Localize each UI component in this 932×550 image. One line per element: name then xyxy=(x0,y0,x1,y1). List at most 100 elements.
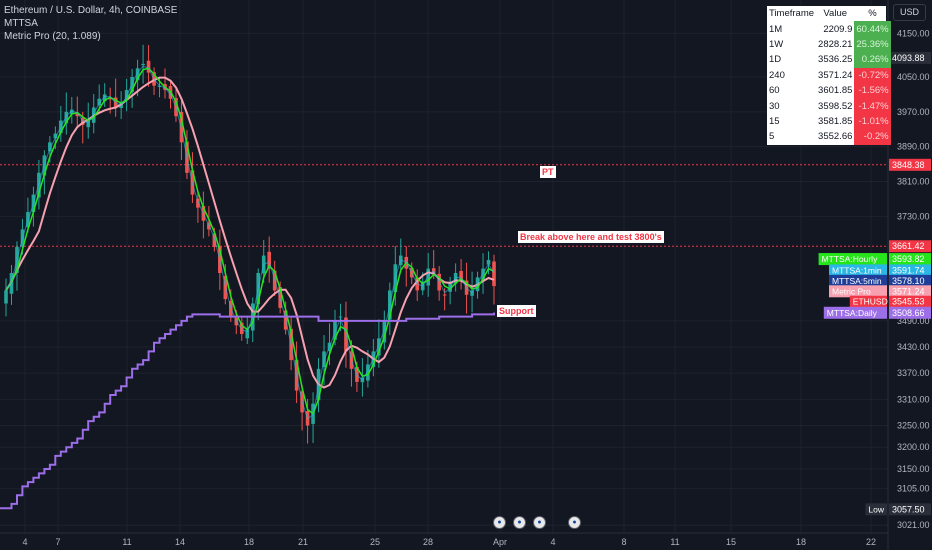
x-tick-label: 4 xyxy=(22,537,27,547)
price-label-value: 3571.24 xyxy=(892,286,925,296)
price-label-box xyxy=(889,253,931,266)
candle-body xyxy=(48,142,52,152)
y-tick-label: 3105.00 xyxy=(897,484,930,494)
x-tick-label: 28 xyxy=(423,537,433,547)
candle-body xyxy=(426,268,431,286)
candle-body xyxy=(338,316,343,318)
symbol-title[interactable]: Ethereum / U.S. Dollar, 4h, COINBASE xyxy=(4,5,178,16)
price-label-tag xyxy=(823,306,887,319)
table-row: 30 3598.52 -1.47% xyxy=(767,98,891,114)
percent-cell: -0.2% xyxy=(854,129,891,145)
price-label-box xyxy=(889,240,931,253)
value-cell: 3571.24 xyxy=(818,69,853,81)
x-tick-label: 21 xyxy=(298,537,308,547)
x-tick-label: 7 xyxy=(55,537,60,547)
candle-body xyxy=(212,233,217,247)
table-row: 1W 2828.21 25.36% xyxy=(767,36,891,53)
annotation-pt[interactable]: PT xyxy=(540,166,556,178)
timeframe-cell: 240 xyxy=(769,69,785,81)
candle-body xyxy=(267,251,271,269)
mttsa-1min-line xyxy=(5,65,495,420)
value-cell: 3581.85 xyxy=(818,115,853,127)
us-event-flag-icon[interactable]: ● xyxy=(513,516,526,529)
y-tick-label: 3310.00 xyxy=(897,394,930,404)
y-tick-label: 3810.00 xyxy=(897,177,930,187)
candle-body xyxy=(53,133,58,139)
value-cell: 3552.66 xyxy=(818,131,853,143)
annotation-support[interactable]: Support xyxy=(497,305,536,317)
value-cell: 2209.9 xyxy=(823,23,853,35)
y-tick-label: 3890.00 xyxy=(897,142,930,152)
price-label-box xyxy=(889,306,931,319)
percent-cell: -0.72% xyxy=(854,67,891,83)
price-label-value: 3848.38 xyxy=(892,160,925,170)
price-label-value: 3591.74 xyxy=(892,265,925,275)
price-label-box xyxy=(889,264,931,277)
price-label-tag xyxy=(865,503,887,516)
y-tick-label: 3250.00 xyxy=(897,420,930,430)
price-label-box xyxy=(889,274,931,287)
candle-body xyxy=(481,268,485,281)
price-label-value: 3593.82 xyxy=(892,254,925,264)
table-row: 1D 3536.25 0.26% xyxy=(767,52,891,68)
table-row: 15 3581.85 -1.01% xyxy=(767,113,891,130)
currency-button[interactable]: USD xyxy=(893,4,926,21)
candle-body xyxy=(333,320,337,340)
price-label-value: 3578.10 xyxy=(892,276,925,286)
y-tick-label: 3430.00 xyxy=(897,342,930,352)
timeframe-cell: 15 xyxy=(769,115,780,127)
percent-cell: 25.36% xyxy=(854,36,891,53)
y-tick-label: 3490.00 xyxy=(897,316,930,326)
x-tick-label: 14 xyxy=(175,537,185,547)
timeframe-cell: 60 xyxy=(769,85,780,97)
price-label-box xyxy=(889,285,931,298)
value-cell: 3536.25 xyxy=(818,54,853,66)
price-label-name: MTTSA:1min xyxy=(832,265,882,275)
price-label-box xyxy=(889,295,931,308)
indicator-metric-pro-label[interactable]: Metric Pro (20, 1.089) xyxy=(4,31,101,42)
price-axis[interactable]: 4150.00 4050.00 3970.00 3890.00 3810.00 3730.… xyxy=(897,28,930,530)
y-tick-label: 3730.00 xyxy=(897,211,930,221)
percent-cell: 60.44% xyxy=(854,21,891,37)
candle-body xyxy=(442,294,447,296)
candle-body xyxy=(448,281,452,292)
price-label-name: MTTSA:Daily xyxy=(827,308,878,318)
x-tick-label: 18 xyxy=(796,537,806,547)
timeframe-cell: 1D xyxy=(769,54,782,66)
price-label-tag xyxy=(829,285,887,298)
candle-body xyxy=(366,364,370,381)
x-tick-label: 8 xyxy=(621,537,626,547)
percent-cell: -1.56% xyxy=(854,82,891,99)
time-axis[interactable]: 4 7 11 14 18 21 25 28 Apr 4 8 11 15 18 22 xyxy=(22,537,876,547)
price-label-value: 3508.66 xyxy=(892,308,925,318)
x-tick-label: 18 xyxy=(244,537,254,547)
y-tick-label: 3021.00 xyxy=(897,520,930,530)
us-event-flag-icon[interactable]: ● xyxy=(568,516,581,529)
price-label-value: 4093.88 xyxy=(892,53,925,63)
candle-body xyxy=(157,85,162,87)
y-tick-label: 3370.00 xyxy=(897,368,930,378)
price-labels: 4093.88High3848.383661.423593.82MTTSA:Ho… xyxy=(818,51,931,516)
candle-body xyxy=(124,90,129,101)
value-cell: 2828.21 xyxy=(818,38,853,50)
candle-body xyxy=(80,117,85,125)
header-value: Value xyxy=(823,8,848,20)
candle-body xyxy=(75,112,80,117)
candle-body xyxy=(377,338,381,356)
timeframe-cell: 5 xyxy=(769,131,775,143)
candle-body xyxy=(146,60,151,73)
candle-body xyxy=(135,68,140,81)
value-cell: 3601.85 xyxy=(818,85,853,97)
us-event-flag-icon[interactable]: ● xyxy=(493,516,506,529)
annotation-break-above[interactable]: Break above here and test 3800's xyxy=(518,231,664,243)
y-tick-label: 4150.00 xyxy=(897,28,930,38)
price-label-box xyxy=(889,51,931,64)
candle-body xyxy=(239,322,244,334)
x-tick-label: 4 xyxy=(550,537,555,547)
timeframe-cell: 30 xyxy=(769,100,780,112)
percent-cell: -1.01% xyxy=(854,113,891,130)
x-tick-label: 22 xyxy=(866,537,876,547)
price-label-box xyxy=(889,503,931,516)
indicator-mttsa-label[interactable]: MTTSA xyxy=(4,18,38,29)
us-event-flag-icon[interactable]: ● xyxy=(533,516,546,529)
